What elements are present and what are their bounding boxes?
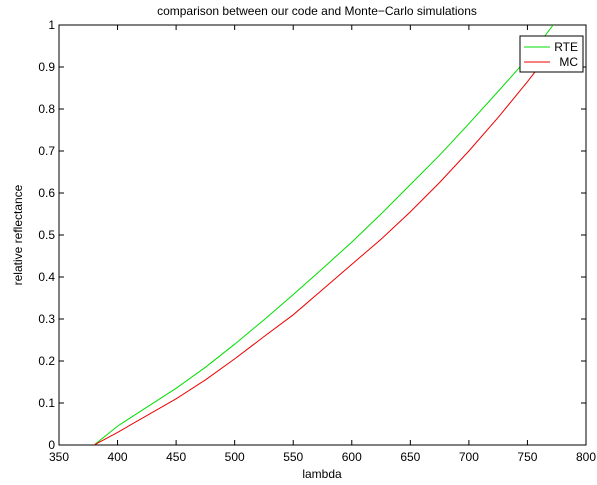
y-tick-label: 0.3 xyxy=(38,312,55,326)
y-tick-label: 0.1 xyxy=(38,396,55,410)
ticks: 350 400 450 500 550 600 650 700 750 800 0 0.1 0.2 0.3… xyxy=(38,18,596,464)
y-tick-label: 0.6 xyxy=(38,186,55,200)
x-tick-label: 600 xyxy=(342,450,362,464)
x-tick-label: 700 xyxy=(459,450,479,464)
y-tick-label: 0.9 xyxy=(38,60,55,74)
series-line-rte xyxy=(93,25,554,445)
x-tick-label: 450 xyxy=(166,450,186,464)
chart-title: comparison between our code and Monte−Ca… xyxy=(157,4,477,18)
legend-label-rte: RTE xyxy=(554,40,578,54)
y-tick-label: 0.8 xyxy=(38,102,55,116)
y-tick-label: 0 xyxy=(48,438,55,452)
y-tick-label: 0.4 xyxy=(38,270,55,284)
legend-box xyxy=(519,35,584,73)
series-line-mc xyxy=(93,43,558,445)
plot-area xyxy=(58,24,587,446)
x-tick-label: 800 xyxy=(576,450,596,464)
x-tick-label: 650 xyxy=(400,450,420,464)
y-tick-label: 0.7 xyxy=(38,144,55,158)
x-tick-label: 550 xyxy=(283,450,303,464)
x-tick-label: 350 xyxy=(49,450,69,464)
x-axis-label: lambda xyxy=(302,467,342,481)
y-tick-label: 0.2 xyxy=(38,354,55,368)
x-tick-label: 400 xyxy=(108,450,128,464)
y-tick-label: 1 xyxy=(48,18,55,32)
y-tick-label: 0.5 xyxy=(38,228,55,242)
series-layer xyxy=(93,25,558,445)
y-axis-label: relative reflectance xyxy=(11,184,25,285)
legend-label-mc: MC xyxy=(559,55,578,69)
x-tick-label: 750 xyxy=(517,450,537,464)
x-tick-label: 500 xyxy=(225,450,245,464)
